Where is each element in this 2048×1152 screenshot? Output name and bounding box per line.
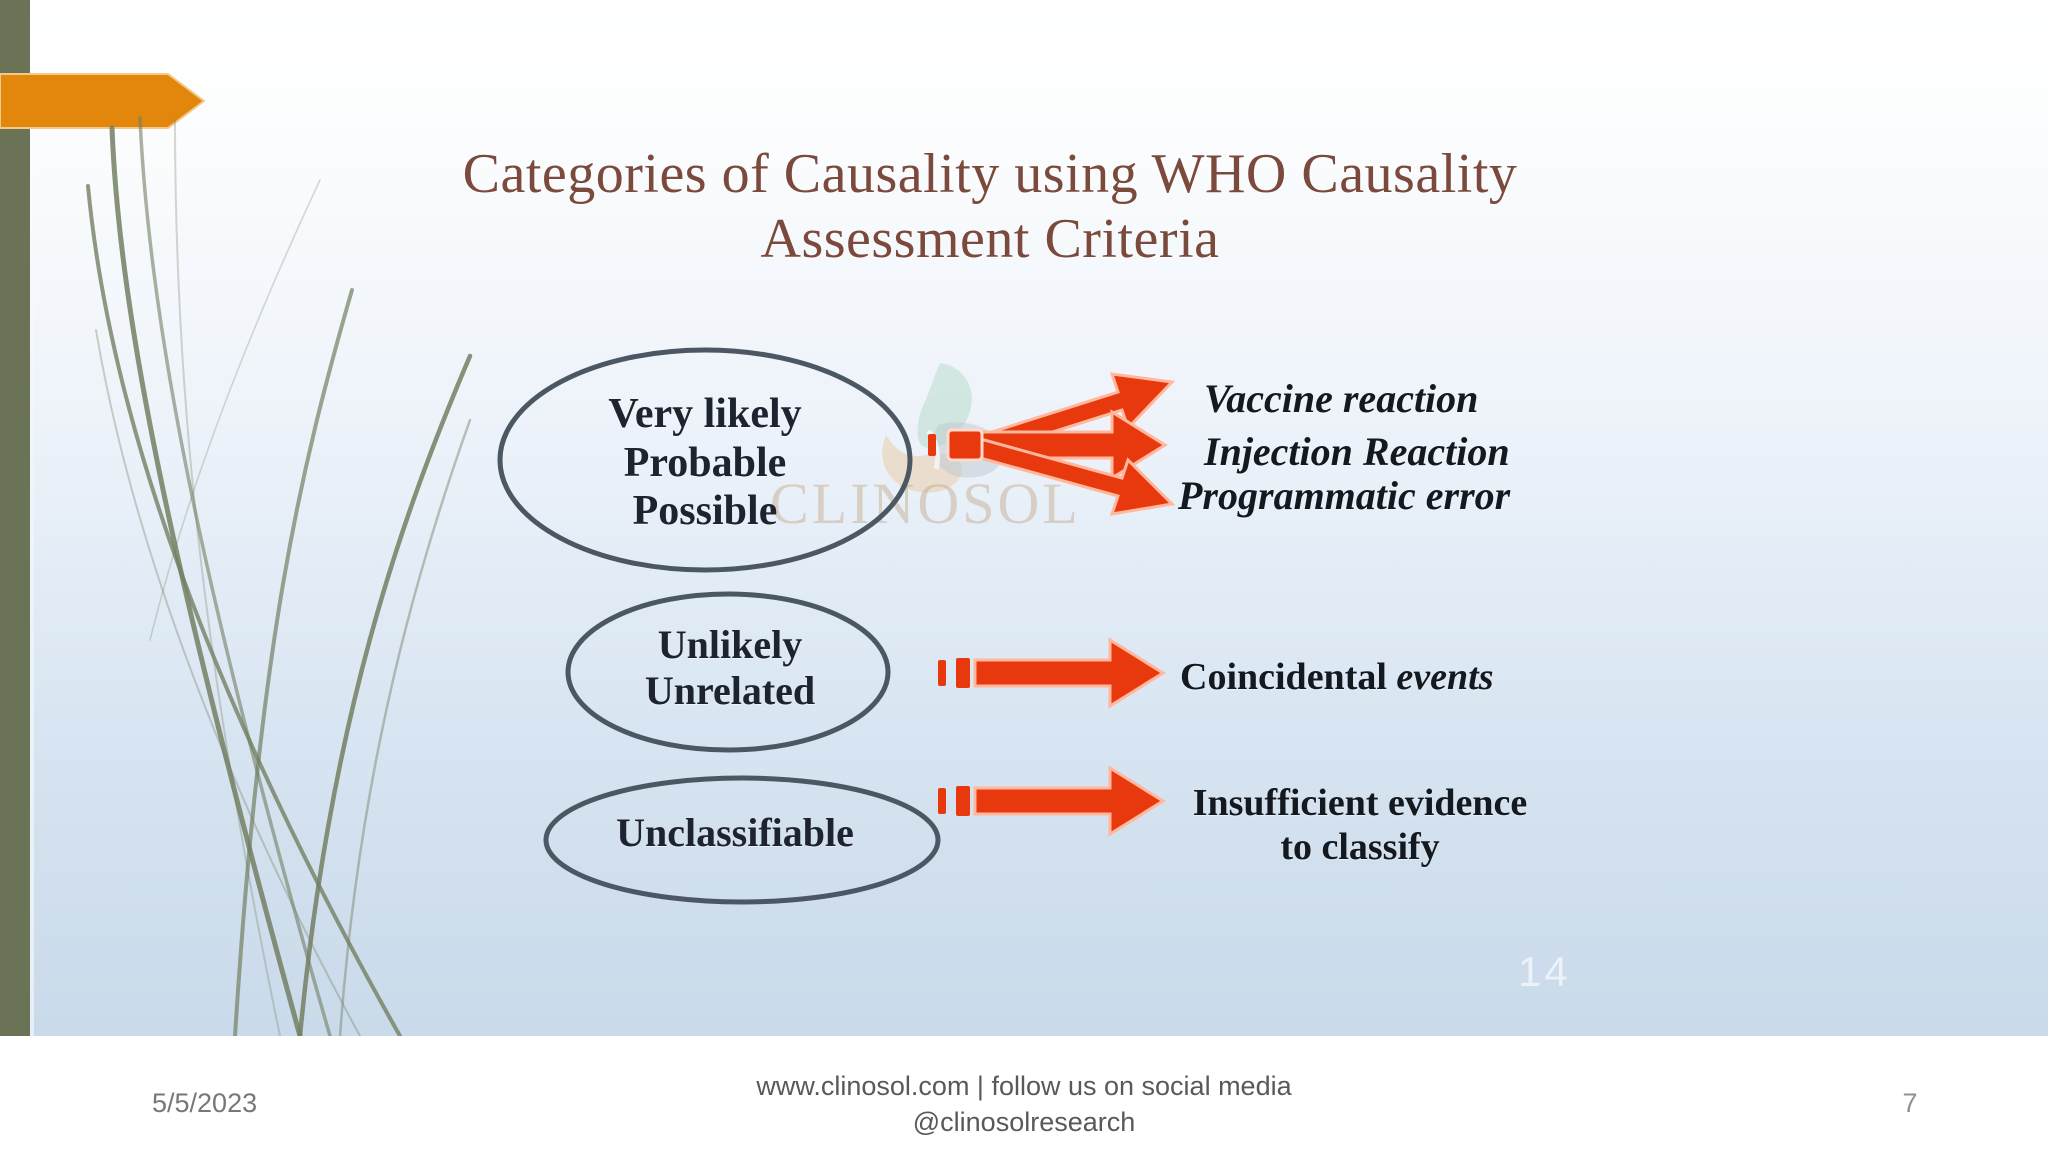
arrow-insufficient-tick [938,788,946,814]
arrow-injection-reaction [973,409,1168,481]
picture-page-number-watermark: 14 [1518,948,1571,995]
left-accent-stripe [0,0,30,1036]
ellipse-label-unclassifiable: Unclassifiable [570,810,900,856]
label-probable: Probable [623,439,787,486]
arrow-origin-nub [946,428,984,462]
outcome-programmatic-error: Programmatic error [1178,473,1511,518]
footer-social-line-2: @clinosolresearch [912,1107,1136,1138]
outcome-injection-reaction: Injection Reaction [1204,429,1510,474]
footer-date: 5/5/2023 [152,1088,258,1118]
arrow-coincidental-nub [956,658,970,688]
outcome-insufficient-line-1: Insufficient evidence [1192,782,1528,824]
arrow-insufficient-evidence [938,765,1166,837]
arrow-coincidental-events [938,637,1166,709]
slide-title: Categories of Causality using WHO Causal… [340,142,1640,272]
arrow-vaccine-reaction [971,372,1176,458]
label-unclassifiable: Unclassifiable [616,810,854,855]
footer-page-number: 7 [1902,1088,1918,1118]
orange-banner-arrow-shape [0,72,205,130]
slide-title-line-1: Categories of Causality using WHO Causal… [462,143,1518,205]
label-possible: Possible [632,488,778,535]
left-accent-stripe-highlight [30,0,34,1036]
arrow-fan-group [928,372,1176,516]
label-unlikely: Unlikely [657,622,803,667]
slide-title-line-2: Assessment Criteria [760,207,1220,270]
arrow-origin-tick-1 [928,434,936,456]
footer-social-line-1: www.clinosol.com | follow us on social m… [756,1071,1292,1101]
label-very-likely: Very likely [608,391,802,437]
arrow-insufficient-nub [956,786,970,816]
slide-canvas: Categories of Causality using WHO Causal… [0,0,2048,1036]
outcome-coincidental-events: Coincidental events [1180,655,1493,699]
outcome-coincidental-italic: events [1396,656,1494,698]
outcome-vaccine-reaction: Vaccine reaction [1204,376,1479,421]
outcome-coincidental-plain: Coincidental [1180,656,1397,698]
footer-social-text: www.clinosol.com | follow us on social m… [624,1068,1424,1141]
outcome-insufficient-line-2: to classify [1280,825,1440,868]
outcome-insufficient-evidence: Insufficient evidence to classify [1180,782,1540,869]
arrow-programmatic-error [971,436,1176,516]
ellipse-label-unlikely-group: Unlikely Unrelated [590,622,870,715]
arrow-coincidental-tick [938,660,946,686]
ellipse-label-very-likely-group: Very likely Probable Possible [560,390,850,536]
slide-footer [0,1036,2048,1152]
label-unrelated: Unrelated [644,668,816,714]
